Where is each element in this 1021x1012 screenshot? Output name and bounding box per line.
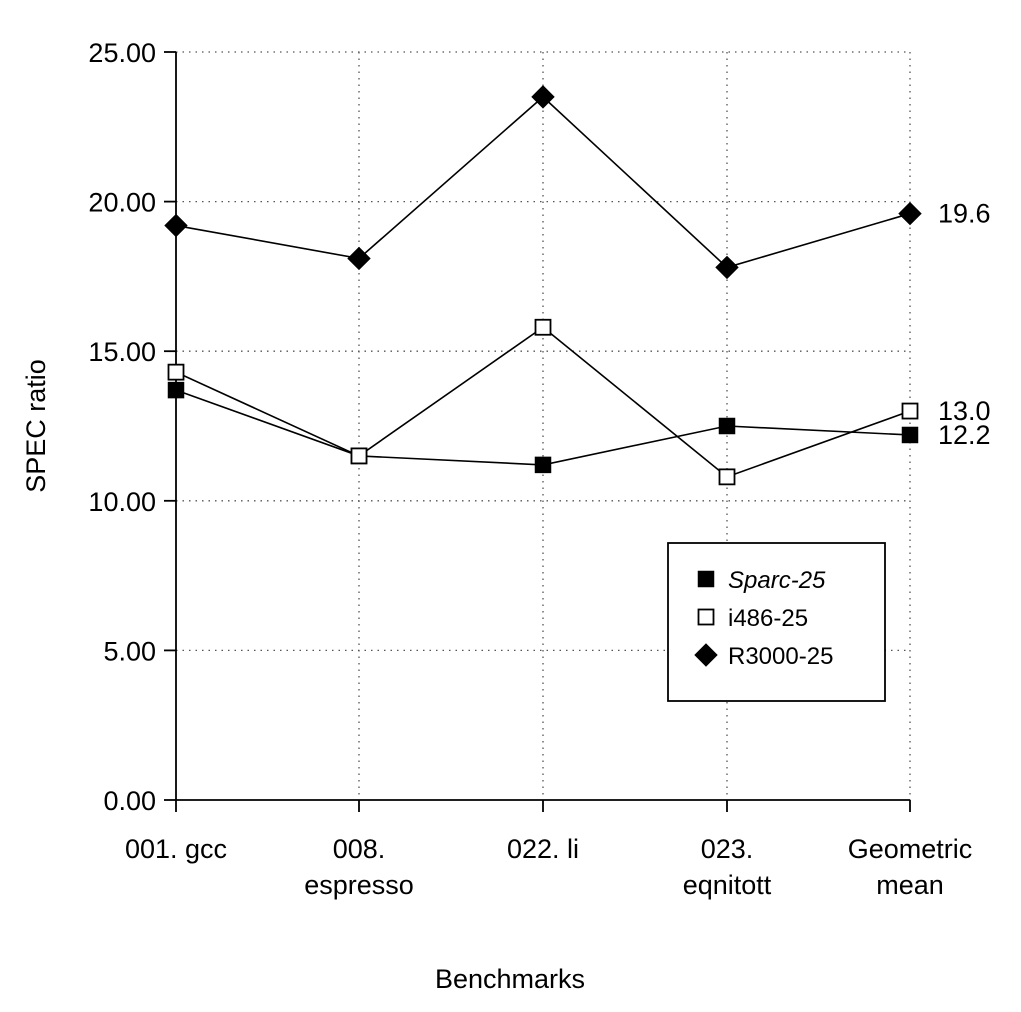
data-point-r3000-25 <box>164 213 188 238</box>
legend-label: R3000-25 <box>728 643 833 670</box>
data-point-i486-25 <box>534 318 552 336</box>
legend: Sparc-25 i486-25 R3000-25 <box>667 542 886 702</box>
data-point-r3000-25 <box>531 85 555 109</box>
x-axis-title: Benchmarks <box>435 964 585 994</box>
end-value-label: 12.2 <box>938 420 991 450</box>
y-tick-label: 25.00 <box>88 38 156 68</box>
series-line-i486-25 <box>175 326 911 478</box>
data-point-sparc-25 <box>167 381 185 399</box>
data-point-r3000-25 <box>347 246 371 271</box>
legend-label: i486-25 <box>728 605 808 632</box>
x-tick-label: Geometric mean <box>848 834 973 900</box>
data-point-i486-25 <box>167 363 185 381</box>
y-tick-label: 10.00 <box>88 487 156 517</box>
x-tick-label: 008. espresso <box>304 834 414 900</box>
data-point-i486-25 <box>901 402 919 420</box>
legend-marker <box>694 643 718 667</box>
axis-layer: 0.00 5.00 10.00 15.00 20.00 25.00 001. gcc 008.… <box>21 38 972 994</box>
label-layer: 12.213.0 19.6 <box>938 199 991 450</box>
x-tick-label: 022. li <box>507 834 579 864</box>
data-point-sparc-25 <box>901 426 919 444</box>
data-point-r3000-25 <box>898 201 922 226</box>
end-value-label: 13.0 <box>938 396 991 426</box>
series-line-sparc-25 <box>175 389 911 466</box>
y-tick-label: 0.00 <box>103 786 156 816</box>
y-axis-title: SPEC ratio <box>21 359 51 493</box>
legend-marker <box>697 608 715 626</box>
legend-marker <box>697 570 715 588</box>
legend-label: Sparc-25 <box>728 567 826 594</box>
x-tick-label: 001. gcc <box>125 834 227 864</box>
x-tick-label: 023. eqnitott <box>683 834 772 900</box>
data-point-i486-25 <box>350 447 368 465</box>
data-point-r3000-25 <box>715 255 739 280</box>
y-tick-label: 15.00 <box>88 337 156 367</box>
data-point-i486-25 <box>718 468 736 486</box>
end-value-label: 19.6 <box>938 199 991 229</box>
y-tick-label: 20.00 <box>88 188 156 218</box>
y-tick-label: 5.00 <box>103 636 156 666</box>
marker-layer <box>164 85 922 486</box>
data-point-sparc-25 <box>534 456 552 474</box>
data-point-sparc-25 <box>718 417 736 435</box>
